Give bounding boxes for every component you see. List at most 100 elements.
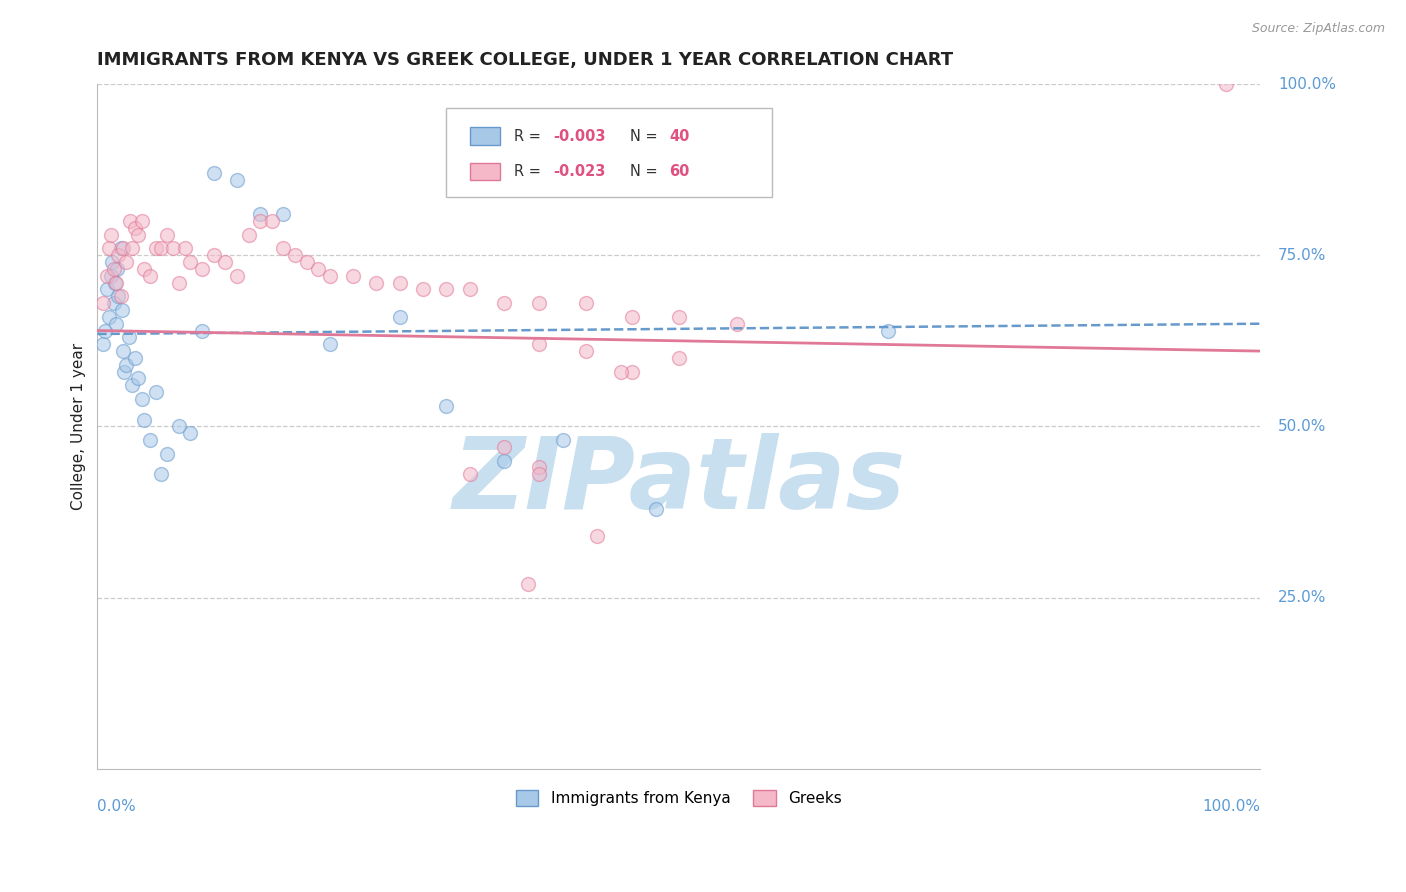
Point (104, 317, 127, 331)
Point (342, 268, 364, 283)
Point (103, 262, 125, 277)
Point (260, 214, 283, 228)
Point (110, 289, 132, 303)
Point (94, 324, 117, 338)
Point (96, 283, 118, 297)
Point (388, 310, 411, 324)
Point (118, 214, 141, 228)
Text: 25.0%: 25.0% (1278, 590, 1326, 605)
Text: 50.0%: 50.0% (1278, 419, 1326, 434)
Point (98, 310, 121, 324)
Point (494, 296, 516, 310)
Point (575, 296, 598, 310)
Point (91, 337, 114, 351)
Point (103, 296, 125, 310)
Point (91, 296, 114, 310)
Point (96, 268, 118, 283)
Point (273, 241, 295, 255)
Point (111, 241, 134, 255)
Point (111, 303, 134, 318)
Point (173, 241, 195, 255)
Point (100, 268, 122, 283)
Point (434, 399, 457, 413)
Point (162, 241, 184, 255)
Point (167, 419, 190, 434)
Point (121, 241, 143, 255)
Text: -0.003: -0.003 (554, 128, 606, 144)
Point (877, 324, 900, 338)
Point (107, 289, 129, 303)
Point (132, 412, 155, 426)
Text: N =: N = (630, 164, 662, 179)
Point (249, 207, 271, 221)
Point (138, 433, 160, 447)
Text: 100.0%: 100.0% (1278, 77, 1336, 92)
Y-axis label: College, Under 1 year: College, Under 1 year (72, 343, 86, 510)
FancyBboxPatch shape (446, 108, 772, 197)
Point (105, 262, 128, 277)
Point (307, 262, 329, 277)
Point (115, 255, 138, 269)
Point (609, 365, 631, 379)
Point (98, 241, 121, 255)
Point (412, 283, 434, 297)
Point (226, 173, 249, 187)
Point (238, 227, 260, 242)
Point (115, 358, 138, 372)
Point (124, 351, 146, 365)
Point (110, 241, 132, 255)
Point (458, 467, 481, 482)
Point (529, 460, 551, 475)
Point (107, 248, 129, 262)
Point (249, 214, 271, 228)
Text: 75.0%: 75.0% (1278, 248, 1326, 263)
Text: R =: R = (513, 128, 546, 144)
Text: R =: R = (513, 164, 546, 179)
Point (124, 220, 146, 235)
Point (131, 214, 153, 228)
Point (319, 268, 342, 283)
Point (551, 433, 574, 447)
Text: IMMIGRANTS FROM KENYA VS GREEK COLLEGE, UNDER 1 YEAR CORRELATION CHART: IMMIGRANTS FROM KENYA VS GREEK COLLEGE, … (97, 51, 953, 69)
Point (179, 255, 201, 269)
Point (226, 268, 249, 283)
Text: Source: ZipAtlas.com: Source: ZipAtlas.com (1251, 22, 1385, 36)
Text: ZIPatlas: ZIPatlas (453, 433, 905, 530)
Point (145, 241, 167, 255)
Text: 60: 60 (669, 164, 690, 179)
Point (621, 310, 644, 324)
Text: 100.0%: 100.0% (1202, 799, 1260, 814)
Point (529, 296, 551, 310)
Point (668, 351, 690, 365)
Text: 40: 40 (669, 128, 690, 144)
Text: -0.023: -0.023 (554, 164, 606, 179)
Point (458, 283, 481, 297)
Point (284, 248, 307, 262)
Point (434, 283, 457, 297)
Point (156, 227, 179, 242)
Point (121, 378, 143, 392)
FancyBboxPatch shape (470, 128, 499, 145)
Point (112, 365, 135, 379)
Legend: Immigrants from Kenya, Greeks: Immigrants from Kenya, Greeks (509, 784, 848, 813)
Point (214, 255, 236, 269)
Point (132, 262, 155, 277)
Point (273, 207, 295, 221)
Point (104, 276, 127, 290)
Point (575, 344, 598, 359)
Point (145, 385, 167, 400)
Point (111, 344, 134, 359)
Point (494, 440, 516, 454)
Point (202, 166, 225, 180)
Point (668, 310, 690, 324)
Point (179, 426, 201, 441)
Point (388, 276, 411, 290)
Text: N =: N = (630, 128, 662, 144)
Point (100, 227, 122, 242)
Point (295, 255, 318, 269)
Point (1215, 77, 1237, 91)
Point (138, 268, 160, 283)
Point (725, 317, 748, 331)
Point (516, 577, 538, 591)
Point (621, 365, 644, 379)
